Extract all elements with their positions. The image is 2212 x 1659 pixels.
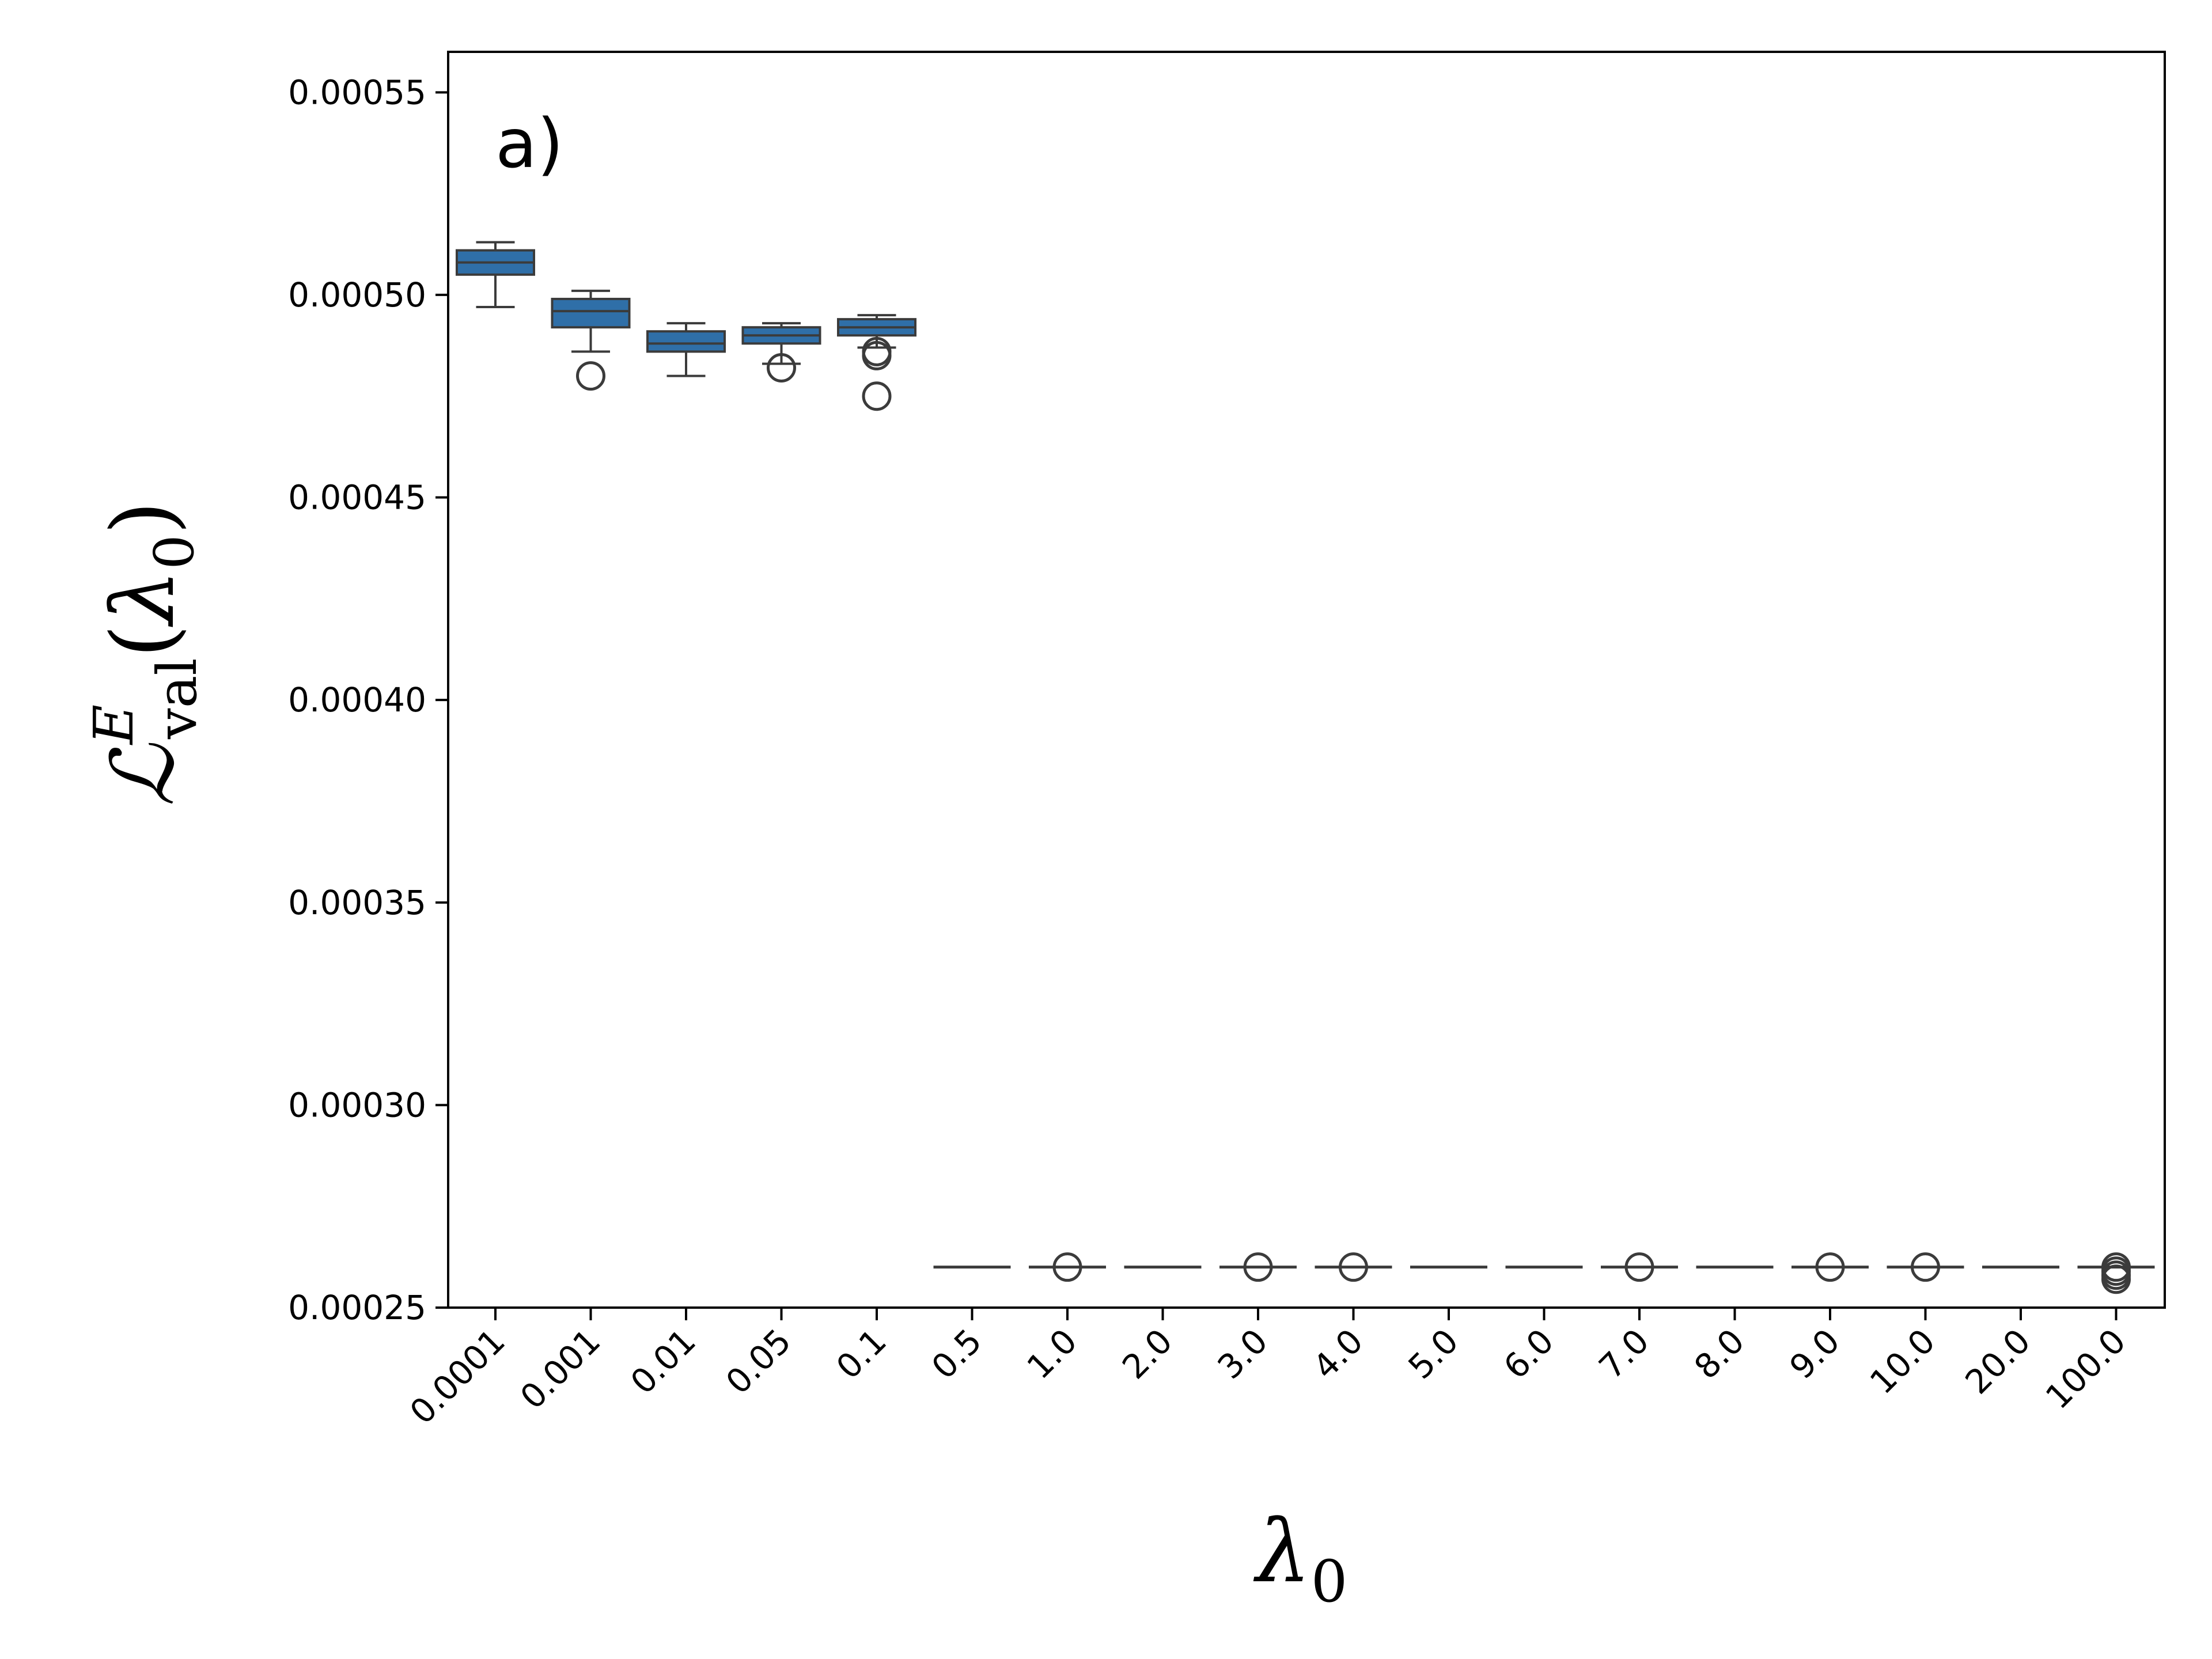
box-9.0: [1791, 1252, 1869, 1282]
box-outlier: [767, 353, 796, 383]
x-tick-label: 7.0: [1592, 1321, 1657, 1387]
box-3.0: [1219, 1252, 1297, 1282]
box-4.0: [1315, 1252, 1392, 1282]
box-outlier: [1911, 1252, 1940, 1282]
y-axis-label-argument-subscript: 0: [143, 535, 206, 569]
box-0.0001: [456, 241, 535, 309]
x-tick-label: 0.001: [513, 1321, 608, 1416]
box-7.0: [1601, 1252, 1678, 1282]
svg-text:λ0: λ0: [1253, 1502, 1348, 1615]
x-tick-label: 1.0: [1020, 1321, 1085, 1387]
plot-frame: [447, 51, 2166, 1309]
box-outlier: [1624, 1252, 1654, 1282]
x-tick-label: 0.1: [829, 1321, 894, 1387]
x-tick-label: 9.0: [1782, 1321, 1847, 1387]
x-axis-label-symbol: λ: [1253, 1502, 1311, 1602]
y-tick-label: 0.00030: [288, 1085, 426, 1124]
box-outlier: [2101, 1264, 2131, 1294]
box-body: [646, 330, 726, 353]
x-tick-label: 100.0: [2038, 1321, 2133, 1416]
box-outlier: [576, 361, 605, 391]
box-body: [551, 297, 631, 329]
y-tick-label: 0.00025: [288, 1288, 426, 1327]
panel-label: a): [495, 104, 563, 183]
y-axis-label-close: ): [93, 501, 194, 535]
x-tick-label: 6.0: [1496, 1321, 1561, 1387]
x-tick-label: 10.0: [1862, 1321, 1942, 1402]
y-tick-label: 0.00040: [288, 680, 426, 719]
x-tick-label: 5.0: [1401, 1321, 1466, 1387]
x-tick-label: 0.05: [718, 1321, 798, 1402]
box-outlier: [862, 340, 892, 370]
box-outlier: [1815, 1252, 1845, 1282]
box-outlier: [1339, 1252, 1368, 1282]
x-tick-label: 3.0: [1210, 1321, 1275, 1387]
box-outlier: [862, 381, 892, 411]
svg-text:ℒEval(λ0): ℒEval(λ0): [82, 501, 209, 807]
box-0.1: [837, 314, 916, 411]
x-tick-label: 0.01: [623, 1321, 703, 1402]
x-tick-label: 4.0: [1305, 1321, 1370, 1387]
box-0.05: [741, 322, 821, 383]
y-tick-label: 0.00035: [288, 883, 426, 922]
y-axis-label-subscript: val: [146, 658, 209, 740]
x-tick-label: 8.0: [1687, 1321, 1752, 1387]
y-axis-label-symbol: ℒ: [93, 743, 194, 806]
box-100.0: [2077, 1252, 2155, 1294]
box-1.0: [1029, 1252, 1106, 1282]
y-axis-label: ℒEval(λ0): [82, 501, 209, 807]
x-tick-label: 20.0: [1958, 1321, 2038, 1402]
box-10.0: [1887, 1252, 1964, 1282]
y-tick-label: 0.00055: [288, 73, 426, 112]
box-outlier: [1052, 1252, 1082, 1282]
box-0.001: [551, 289, 631, 391]
x-tick-label: 0.5: [924, 1321, 989, 1387]
plot-layer: 0.00025 0.00030 0.00035 0.00040 0.00045 0.000…: [288, 51, 2166, 1432]
x-tick-label: 0.0001: [402, 1321, 513, 1432]
y-axis-label-superscript: E: [82, 704, 146, 745]
y-tick-label: 0.00050: [288, 275, 426, 315]
x-axis-label: λ0: [1253, 1502, 1348, 1615]
x-tick-label: 2.0: [1115, 1321, 1180, 1387]
y-tick-label: 0.00045: [288, 478, 426, 517]
y-axis-label-argument: λ: [93, 570, 194, 627]
x-axis-label-subscript: 0: [1311, 1548, 1348, 1615]
box-outlier: [1243, 1252, 1273, 1282]
y-axis-label-open: (: [93, 624, 194, 658]
box-0.01: [646, 322, 726, 377]
